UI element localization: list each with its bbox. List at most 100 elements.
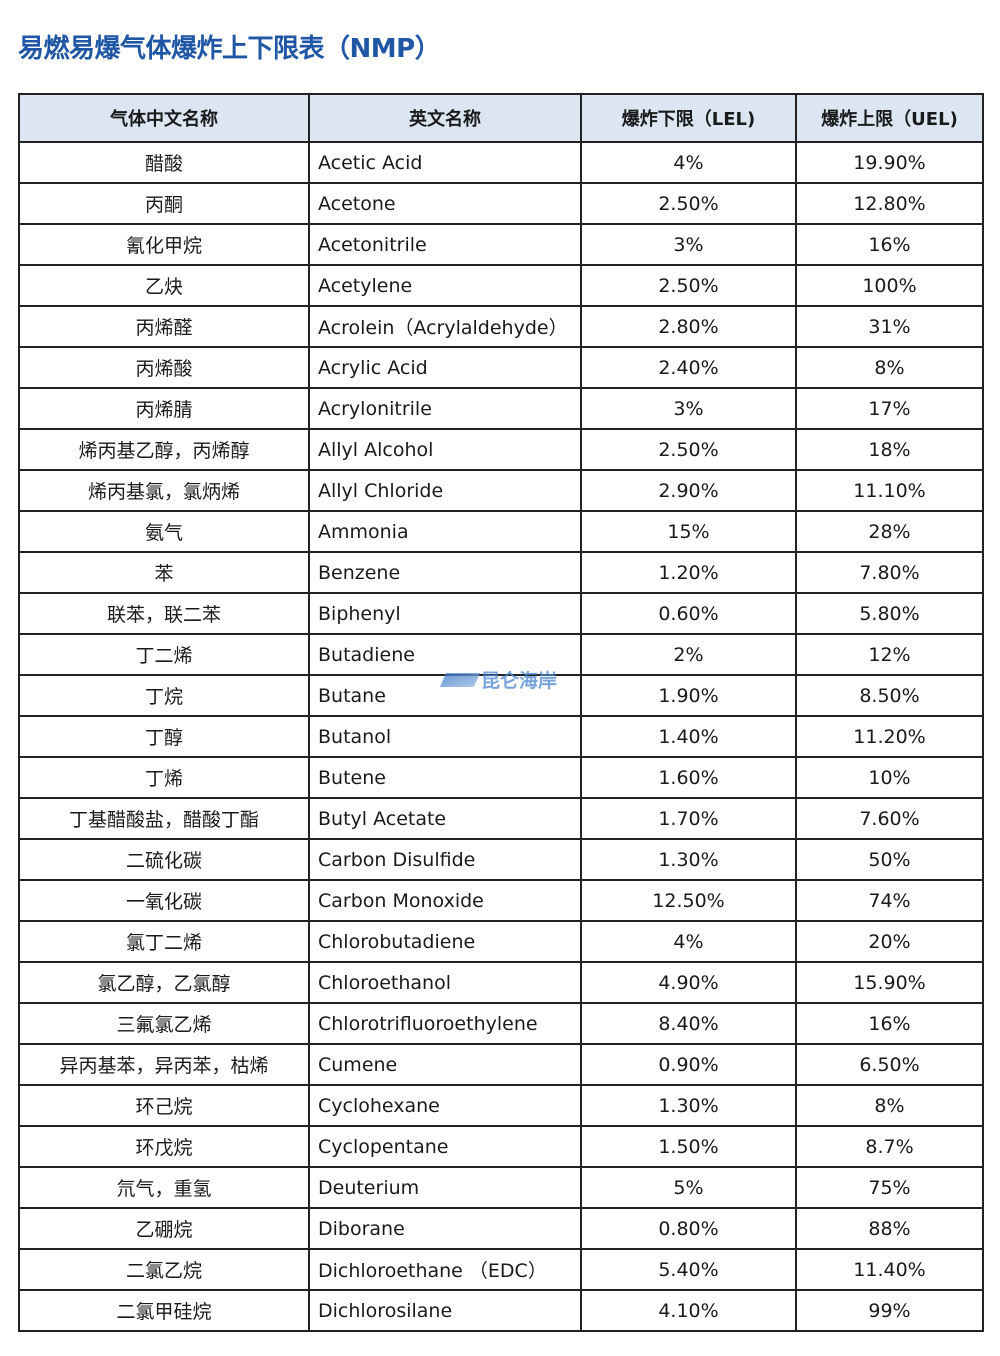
table-row: 异丙基苯，异丙苯，枯烯 Cumene 0.90% 6.50% bbox=[18, 1043, 984, 1086]
cell-lel: 2% bbox=[580, 633, 797, 676]
cell-en-name: Chlorotrifluoroethylene bbox=[308, 1002, 582, 1045]
cell-lel: 2.80% bbox=[580, 305, 797, 348]
explosion-limits-table: 气体中文名称 英文名称 爆炸下限（LEL) 爆炸上限（UEL) 醋酸 Acetic… bbox=[18, 93, 984, 1332]
table-header-row: 气体中文名称 英文名称 爆炸下限（LEL) 爆炸上限（UEL) bbox=[18, 93, 984, 143]
table-row: 丙烯酸 Acrylic Acid 2.40% 8% bbox=[18, 346, 984, 389]
cell-lel: 1.60% bbox=[580, 756, 797, 799]
cell-lel: 1.30% bbox=[580, 838, 797, 881]
table-row: 氯丁二烯 Chlorobutadiene 4% 20% bbox=[18, 920, 984, 963]
cell-uel: 99% bbox=[795, 1289, 984, 1332]
cell-uel: 11.10% bbox=[795, 469, 984, 512]
page-title: 易燃易爆气体爆炸上下限表（NMP） bbox=[18, 34, 441, 64]
cell-en-name: Biphenyl bbox=[308, 592, 582, 635]
cell-uel: 7.60% bbox=[795, 797, 984, 840]
cell-uel: 75% bbox=[795, 1166, 984, 1209]
cell-uel: 50% bbox=[795, 838, 984, 881]
table-row: 丁烯 Butene 1.60% 10% bbox=[18, 756, 984, 799]
cell-cn-name: 醋酸 bbox=[18, 141, 310, 184]
cell-en-name: Acetonitrile bbox=[308, 223, 582, 266]
table-row: 二氯乙烷 Dichloroethane （EDC） 5.40% 11.40% bbox=[18, 1248, 984, 1291]
cell-cn-name: 丙烯酸 bbox=[18, 346, 310, 389]
table-row: 环己烷 Cyclohexane 1.30% 8% bbox=[18, 1084, 984, 1127]
cell-cn-name: 丙烯腈 bbox=[18, 387, 310, 430]
table-row: 丁烷 Butane 1.90% 8.50% bbox=[18, 674, 984, 717]
table-row: 一氧化碳 Carbon Monoxide 12.50% 74% bbox=[18, 879, 984, 922]
cell-uel: 5.80% bbox=[795, 592, 984, 635]
cell-lel: 2.50% bbox=[580, 182, 797, 225]
cell-uel: 8.50% bbox=[795, 674, 984, 717]
cell-lel: 1.50% bbox=[580, 1125, 797, 1168]
cell-en-name: Carbon Disulfide bbox=[308, 838, 582, 881]
table-row: 二氯甲硅烷 Dichlorosilane 4.10% 99% bbox=[18, 1289, 984, 1332]
cell-uel: 11.40% bbox=[795, 1248, 984, 1291]
cell-en-name: Acrylic Acid bbox=[308, 346, 582, 389]
cell-lel: 5.40% bbox=[580, 1248, 797, 1291]
table-row: 氘气，重氢 Deuterium 5% 75% bbox=[18, 1166, 984, 1209]
cell-en-name: Butanol bbox=[308, 715, 582, 758]
cell-cn-name: 环戊烷 bbox=[18, 1125, 310, 1168]
cell-uel: 20% bbox=[795, 920, 984, 963]
cell-uel: 11.20% bbox=[795, 715, 984, 758]
table-row: 烯丙基氯，氯炳烯 Allyl Chloride 2.90% 11.10% bbox=[18, 469, 984, 512]
cell-uel: 18% bbox=[795, 428, 984, 471]
cell-lel: 1.20% bbox=[580, 551, 797, 594]
cell-uel: 10% bbox=[795, 756, 984, 799]
cell-cn-name: 异丙基苯，异丙苯，枯烯 bbox=[18, 1043, 310, 1086]
cell-lel: 4% bbox=[580, 141, 797, 184]
table-row: 三氟氯乙烯 Chlorotrifluoroethylene 8.40% 16% bbox=[18, 1002, 984, 1045]
header-en-name: 英文名称 bbox=[308, 93, 582, 143]
cell-uel: 100% bbox=[795, 264, 984, 307]
cell-uel: 74% bbox=[795, 879, 984, 922]
cell-en-name: Carbon Monoxide bbox=[308, 879, 582, 922]
table-row: 氰化甲烷 Acetonitrile 3% 16% bbox=[18, 223, 984, 266]
cell-en-name: Allyl Chloride bbox=[308, 469, 582, 512]
cell-uel: 15.90% bbox=[795, 961, 984, 1004]
cell-cn-name: 丁烯 bbox=[18, 756, 310, 799]
cell-uel: 16% bbox=[795, 223, 984, 266]
cell-cn-name: 苯 bbox=[18, 551, 310, 594]
cell-lel: 4.90% bbox=[580, 961, 797, 1004]
cell-en-name: Acetic Acid bbox=[308, 141, 582, 184]
table-row: 丙酮 Acetone 2.50% 12.80% bbox=[18, 182, 984, 225]
cell-uel: 17% bbox=[795, 387, 984, 430]
cell-uel: 88% bbox=[795, 1207, 984, 1250]
table-row: 乙炔 Acetylene 2.50% 100% bbox=[18, 264, 984, 307]
cell-uel: 12.80% bbox=[795, 182, 984, 225]
cell-cn-name: 二氯乙烷 bbox=[18, 1248, 310, 1291]
cell-lel: 12.50% bbox=[580, 879, 797, 922]
cell-lel: 8.40% bbox=[580, 1002, 797, 1045]
cell-cn-name: 丁醇 bbox=[18, 715, 310, 758]
cell-en-name: Cyclopentane bbox=[308, 1125, 582, 1168]
cell-en-name: Cumene bbox=[308, 1043, 582, 1086]
cell-en-name: Dichlorosilane bbox=[308, 1289, 582, 1332]
table-row: 乙硼烷 Diborane 0.80% 88% bbox=[18, 1207, 984, 1250]
cell-cn-name: 丙酮 bbox=[18, 182, 310, 225]
cell-lel: 0.80% bbox=[580, 1207, 797, 1250]
cell-en-name: Ammonia bbox=[308, 510, 582, 553]
cell-lel: 5% bbox=[580, 1166, 797, 1209]
table-row: 丙烯腈 Acrylonitrile 3% 17% bbox=[18, 387, 984, 430]
header-lel: 爆炸下限（LEL) bbox=[580, 93, 797, 143]
cell-uel: 7.80% bbox=[795, 551, 984, 594]
cell-cn-name: 三氟氯乙烯 bbox=[18, 1002, 310, 1045]
cell-cn-name: 烯丙基氯，氯炳烯 bbox=[18, 469, 310, 512]
cell-cn-name: 烯丙基乙醇，丙烯醇 bbox=[18, 428, 310, 471]
cell-cn-name: 一氧化碳 bbox=[18, 879, 310, 922]
cell-cn-name: 乙硼烷 bbox=[18, 1207, 310, 1250]
table-row: 烯丙基乙醇，丙烯醇 Allyl Alcohol 2.50% 18% bbox=[18, 428, 984, 471]
cell-en-name: Acetone bbox=[308, 182, 582, 225]
cell-uel: 28% bbox=[795, 510, 984, 553]
cell-cn-name: 氯乙醇，乙氯醇 bbox=[18, 961, 310, 1004]
cell-en-name: Butyl Acetate bbox=[308, 797, 582, 840]
cell-cn-name: 丙烯醛 bbox=[18, 305, 310, 348]
cell-uel: 16% bbox=[795, 1002, 984, 1045]
cell-uel: 8% bbox=[795, 1084, 984, 1127]
cell-cn-name: 氰化甲烷 bbox=[18, 223, 310, 266]
cell-lel: 1.70% bbox=[580, 797, 797, 840]
table-row: 氯乙醇，乙氯醇 Chloroethanol 4.90% 15.90% bbox=[18, 961, 984, 1004]
cell-cn-name: 丁基醋酸盐，醋酸丁酯 bbox=[18, 797, 310, 840]
cell-cn-name: 二氯甲硅烷 bbox=[18, 1289, 310, 1332]
cell-lel: 2.50% bbox=[580, 264, 797, 307]
cell-lel: 0.90% bbox=[580, 1043, 797, 1086]
header-uel: 爆炸上限（UEL) bbox=[795, 93, 984, 143]
